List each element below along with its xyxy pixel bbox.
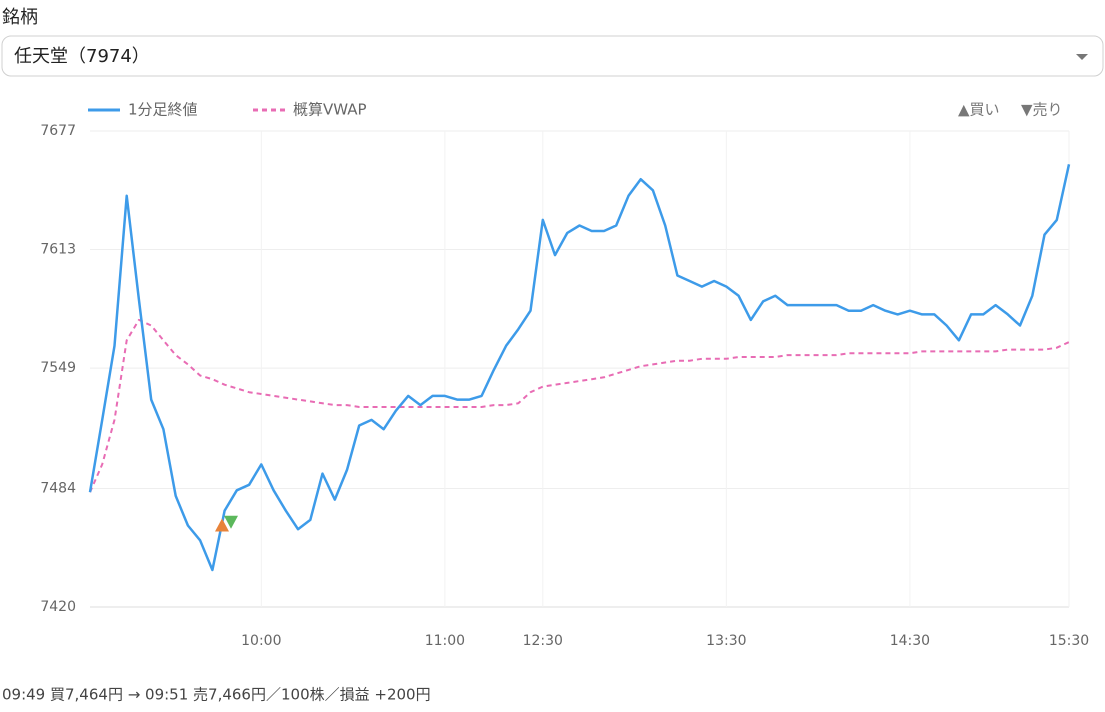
series-line: [88, 164, 1071, 572]
select-box[interactable]: [1, 35, 1104, 77]
x-tick-label: 14:30: [890, 633, 930, 649]
y-tick-label: 7420: [40, 599, 76, 615]
trade-marker: [215, 518, 229, 532]
select-value: 任天堂（7974）: [14, 46, 150, 67]
trade-summary: 09:49 買7,464円 → 09:51 売7,466円／100株／損益 +2…: [2, 686, 431, 704]
marker-legend: ▼売り: [1021, 101, 1063, 119]
y-tick-label: 7677: [40, 123, 76, 139]
marker-legend: ▲買い: [958, 101, 1000, 119]
x-tick-label: 10:00: [241, 633, 281, 649]
y-tick-label: 7484: [40, 480, 76, 496]
series-line: [89, 318, 1070, 493]
trade-marker: [224, 515, 238, 529]
select-arrow: [1076, 54, 1088, 60]
y-tick-label: 7613: [40, 242, 76, 258]
x-tick-label: 15:30: [1049, 633, 1089, 649]
x-tick-label: 11:00: [425, 633, 465, 649]
legend-label: 1分足終値: [128, 101, 198, 119]
x-tick-label: 12:30: [523, 633, 563, 649]
legend-label: 概算VWAP: [293, 101, 367, 119]
x-tick-label: 13:30: [706, 633, 746, 649]
field-label: 銘柄: [2, 7, 38, 28]
y-tick-label: 7549: [40, 360, 76, 376]
